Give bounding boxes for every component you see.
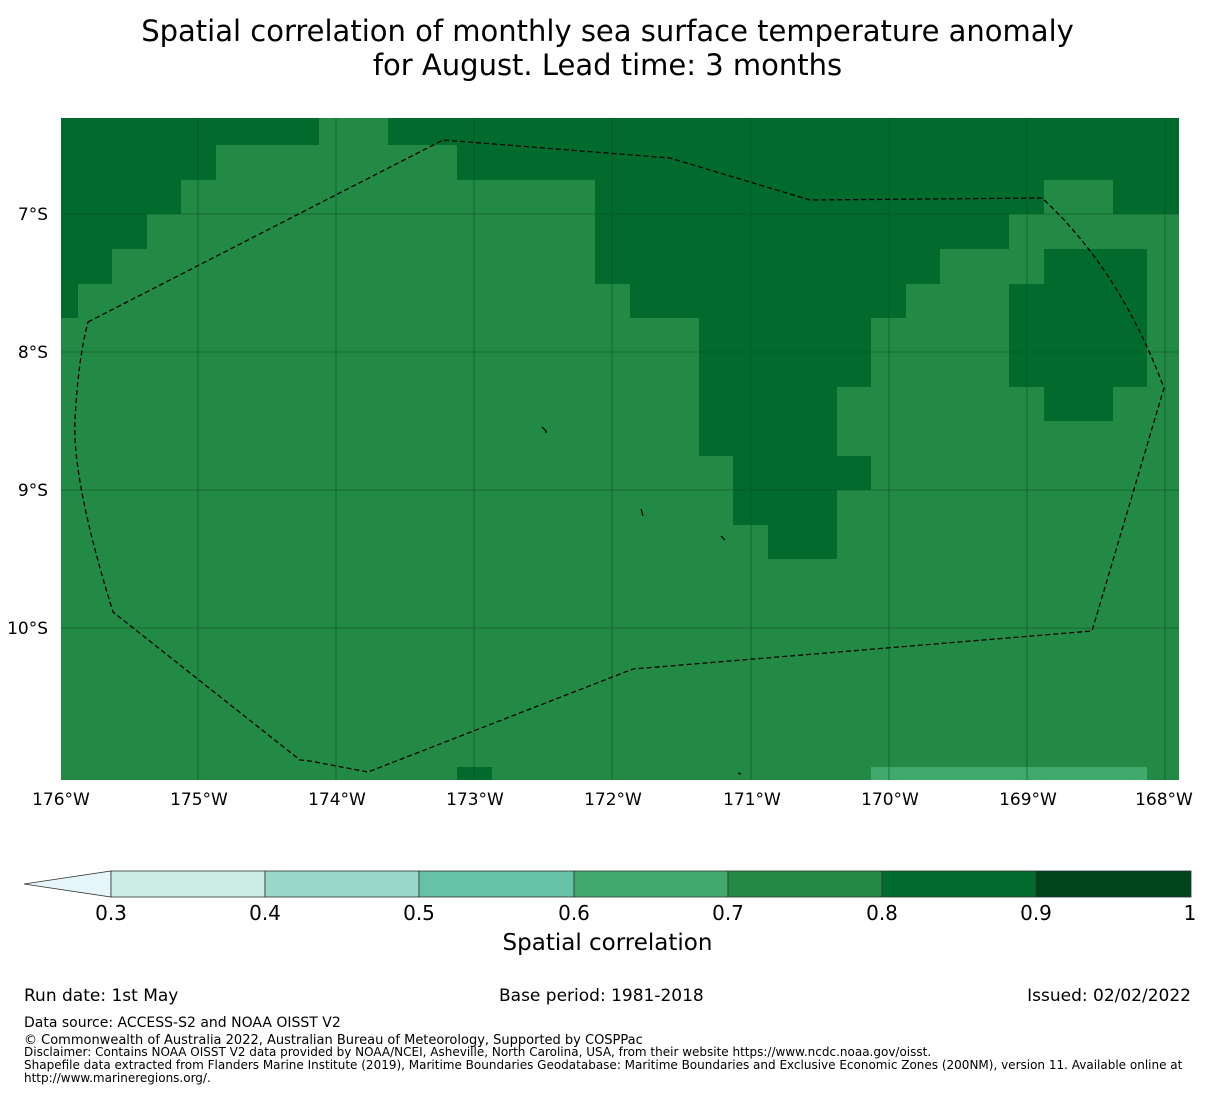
issued-date: Issued: 02/02/2022 [1027,986,1191,1006]
run-date: Run date: 1st May [24,986,179,1006]
colorbar-bin-0.7-0.8 [727,870,883,898]
dark-cell-south [457,767,492,780]
colorbar-tick-0.7: 0.7 [712,901,744,925]
title-line-2: for August. Lead time: 3 months [372,48,843,82]
dark-region-east [1009,249,1147,421]
dark-region-north-central [388,118,1179,559]
lon-tick-169w: 169°W [999,790,1057,810]
colorbar-bin-0.6-0.7 [573,870,729,898]
colorbar-label: Spatial correlation [502,930,713,956]
colorbar-extend-low [23,870,112,898]
lat-tick-8s: 8°S [18,343,48,363]
correlation-0.6-0.7-cells [871,767,1147,780]
copyright: © Commonwealth of Australia 2022, Austra… [24,1033,643,1048]
lat-tick-labels: 7°S 8°S 9°S 10°S [7,205,48,639]
disclaimer: Disclaimer: Contains NOAA OISST V2 data … [24,1045,932,1059]
lon-tick-173w: 173°W [446,790,504,810]
colorbar-tick-1: 1 [1184,901,1197,925]
lat-tick-10s: 10°S [7,619,48,639]
dark-region-northwest [61,118,319,318]
lon-tick-176w: 176°W [32,790,90,810]
base-period: Base period: 1981-2018 [499,986,704,1006]
island-swains [737,772,742,775]
lon-tick-labels: 176°W 175°W 174°W 173°W 172°W 171°W 170°… [32,790,1193,810]
gridlines [61,118,1179,780]
lon-tick-175w: 175°W [170,790,228,810]
colorbar-tick-0.3: 0.3 [95,901,127,925]
colorbar-tick-0.5: 0.5 [403,901,435,925]
colorbar-bin-0.9-1 [1035,870,1192,898]
colorbar-tick-0.4: 0.4 [249,901,281,925]
colorbar-bin-0.4-0.5 [264,870,420,898]
shapefile-credit: Shapefile data extracted from Flanders M… [24,1058,1183,1085]
colorbar-bin-0.5-0.6 [418,870,575,898]
colorbar-tick-0.6: 0.6 [558,901,590,925]
eez-boundary [74,139,1165,773]
lon-tick-170w: 170°W [861,790,919,810]
lat-tick-7s: 7°S [18,205,48,225]
colorbar [23,870,1192,898]
colorbar-tick-labels: 0.3 0.4 0.5 0.6 0.7 0.8 0.9 1 [95,901,1196,925]
island-atafu [541,426,547,433]
island-marks [541,426,742,775]
map-plot-area [61,118,1179,780]
lon-tick-174w: 174°W [308,790,366,810]
lon-tick-171w: 171°W [723,790,781,810]
data-source: Data source: ACCESS-S2 and NOAA OISST V2 [24,1015,341,1031]
colorbar-tick-0.8: 0.8 [866,901,898,925]
chart-title: Spatial correlation of monthly sea surfa… [0,14,1215,82]
island-nukunonu [640,508,644,517]
colorbar-bin-0.3-0.4 [110,870,266,898]
lon-tick-168w: 168°W [1135,790,1193,810]
title-line-1: Spatial correlation of monthly sea surfa… [141,14,1074,48]
colorbar-bin-0.8-0.9 [881,870,1037,898]
lat-tick-9s: 9°S [18,481,48,501]
colorbar-tick-0.9: 0.9 [1020,901,1052,925]
island-fakaofo [720,535,726,541]
correlation-0.8-0.9-cells [61,118,1179,780]
lon-tick-172w: 172°W [584,790,642,810]
